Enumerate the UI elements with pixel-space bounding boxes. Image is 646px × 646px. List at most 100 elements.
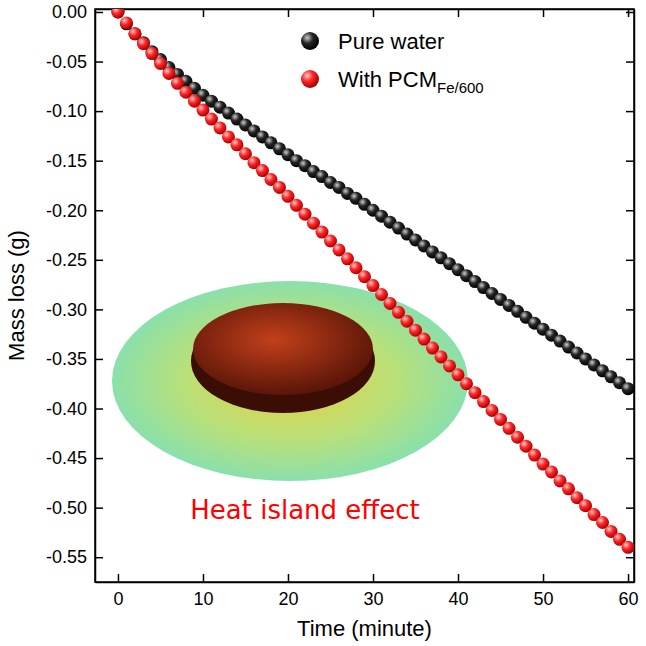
tick (626, 210, 634, 211)
tick-mark (95, 408, 103, 410)
tick-label: -0.40 (46, 399, 87, 419)
point (120, 17, 133, 30)
tick (626, 557, 634, 558)
tick: -0.40 (46, 399, 103, 419)
tick-mark (203, 9, 205, 17)
tick-mark (288, 574, 290, 582)
point (622, 382, 634, 395)
tick-label: -0.45 (46, 448, 87, 468)
point (128, 27, 141, 40)
data-points (111, 9, 634, 554)
tick-mark (95, 61, 103, 63)
axis-line (96, 9, 635, 11)
tick (626, 508, 634, 509)
tick (626, 12, 634, 13)
tick-mark (626, 61, 634, 63)
tick (203, 9, 204, 17)
tick: -0.15 (46, 151, 103, 171)
tick-label: -0.55 (46, 547, 87, 567)
tick-mark (626, 507, 634, 509)
tick-mark (543, 574, 545, 582)
tick: -0.20 (46, 201, 103, 221)
tick (626, 409, 634, 410)
tick-mark (626, 12, 634, 14)
axis-line (634, 10, 636, 583)
tick-label: -0.15 (46, 151, 87, 171)
tick (543, 9, 544, 17)
tick: -0.25 (46, 250, 103, 270)
axis-line (96, 582, 635, 584)
legend-marker (301, 70, 319, 88)
tick-label: 50 (534, 589, 554, 609)
tick-mark (288, 9, 290, 17)
x-axis-title: Time (minute) (297, 616, 432, 641)
point (111, 9, 124, 18)
tick: 30 (363, 574, 383, 609)
point (120, 16, 133, 29)
tick: 50 (534, 574, 554, 609)
tick-mark (95, 111, 103, 113)
tick-mark (203, 574, 205, 582)
tick-mark (626, 458, 634, 460)
tick-mark (95, 309, 103, 311)
point (622, 541, 634, 554)
tick: 0.00 (52, 2, 103, 22)
chart: 01020304050600.00-0.05-0.10-0.15-0.20-0.… (0, 0, 646, 646)
tick (626, 161, 634, 162)
inset-photo (112, 281, 468, 481)
legend: Pure waterWith PCMFe/600 (301, 29, 484, 96)
point (111, 9, 124, 18)
tick-mark (626, 557, 634, 559)
tick-label: 0.00 (52, 2, 87, 22)
point (154, 57, 167, 70)
tick: 20 (278, 574, 298, 609)
tick-mark (626, 210, 634, 212)
tick-label: -0.25 (46, 250, 87, 270)
series (111, 9, 634, 395)
series (111, 9, 634, 554)
tick-mark (95, 557, 103, 559)
tick-label: -0.20 (46, 201, 87, 221)
x-axis: 0102030405060 (96, 574, 639, 609)
tick (626, 309, 634, 310)
legend-label: Pure water (338, 29, 444, 54)
tick-label: 60 (619, 589, 639, 609)
tick-mark (626, 359, 634, 361)
tick (626, 458, 634, 459)
x-axis-top (96, 9, 635, 17)
tick-mark (95, 160, 103, 162)
tick-mark (95, 359, 103, 361)
tick-mark (626, 160, 634, 162)
tick-label: 30 (363, 589, 383, 609)
tick (288, 9, 289, 17)
tick-label: -0.50 (46, 498, 87, 518)
tick-mark (626, 111, 634, 113)
tick-mark (95, 507, 103, 509)
tick: -0.50 (46, 498, 103, 518)
tick-mark (543, 9, 545, 17)
tick-mark (95, 12, 103, 14)
tick-mark (628, 574, 630, 582)
tick-mark (626, 309, 634, 311)
tick-label: 40 (449, 589, 469, 609)
y-axis-title: Mass loss (g) (4, 230, 29, 361)
tick (373, 9, 374, 17)
tick-mark (373, 574, 375, 582)
tick (458, 9, 459, 17)
tick (626, 62, 634, 63)
tick: 10 (193, 574, 213, 609)
tick-label: 10 (193, 589, 213, 609)
tick: -0.30 (46, 300, 103, 320)
y-axis: 0.00-0.05-0.10-0.15-0.20-0.25-0.30-0.35-… (46, 2, 103, 582)
tick-mark (458, 9, 460, 17)
point (145, 47, 158, 60)
plot: 01020304050600.00-0.05-0.10-0.15-0.20-0.… (46, 2, 639, 609)
tick: 60 (619, 574, 639, 609)
point (128, 27, 141, 40)
tick-label: -0.05 (46, 52, 87, 72)
plot-frame (95, 9, 634, 582)
tick-label: -0.35 (46, 349, 87, 369)
tick-label: -0.30 (46, 300, 87, 320)
tick-mark (95, 458, 103, 460)
point (137, 37, 150, 50)
